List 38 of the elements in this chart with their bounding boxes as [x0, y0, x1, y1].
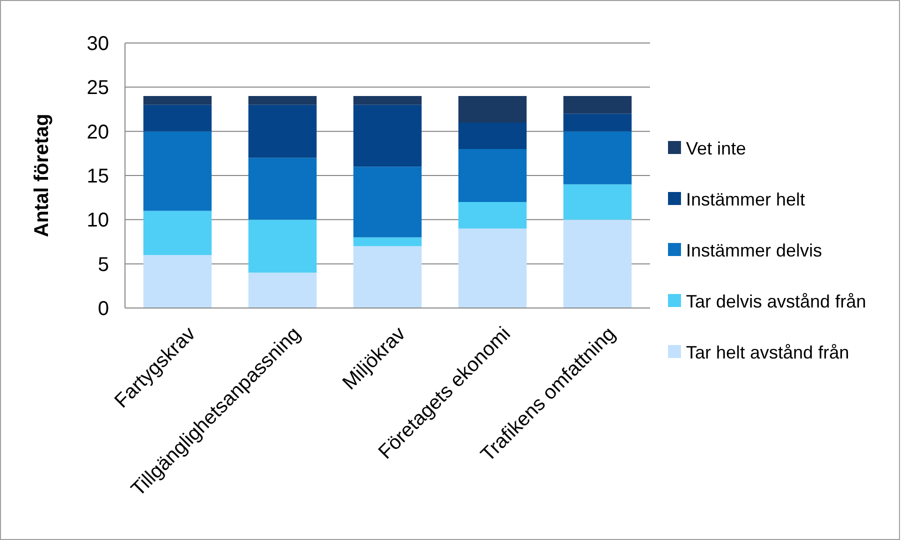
y-tick-label: 10 [86, 210, 109, 232]
bar [248, 96, 317, 105]
bar [353, 104, 422, 167]
y-tick-label: 0 [98, 298, 109, 320]
bar [458, 228, 527, 308]
y-axis-title: Antal företag [31, 114, 53, 238]
bar [458, 202, 527, 228]
y-tick-label: 30 [86, 33, 109, 55]
bar [143, 131, 212, 211]
bar [248, 220, 317, 273]
y-tick-label: 15 [86, 166, 109, 188]
bar [143, 255, 212, 308]
bar [353, 237, 422, 246]
bar [248, 104, 317, 158]
y-tick-label: 5 [98, 254, 109, 276]
bar [353, 246, 422, 308]
bar [143, 96, 212, 105]
bar [143, 104, 212, 132]
legend-label: Instämmer delvis [686, 240, 822, 260]
bar [563, 131, 632, 184]
bar [563, 220, 632, 308]
bar [458, 96, 527, 122]
bar [353, 166, 422, 238]
y-tick-label: 20 [86, 121, 109, 144]
bar [563, 114, 632, 132]
bar [248, 158, 317, 220]
bar [563, 96, 632, 114]
bar [143, 210, 212, 255]
legend-label: Tar delvis avstånd från [686, 291, 866, 312]
legend-label: Tar helt avstånd från [686, 342, 850, 362]
bar [563, 184, 632, 220]
bar [458, 122, 527, 149]
legend-label: Vet inte [686, 138, 746, 158]
y-tick-label: 25 [86, 77, 109, 100]
legend-label: Instämmer helt [686, 189, 806, 210]
bar [248, 272, 317, 308]
bar [353, 96, 422, 105]
bar [458, 149, 527, 202]
